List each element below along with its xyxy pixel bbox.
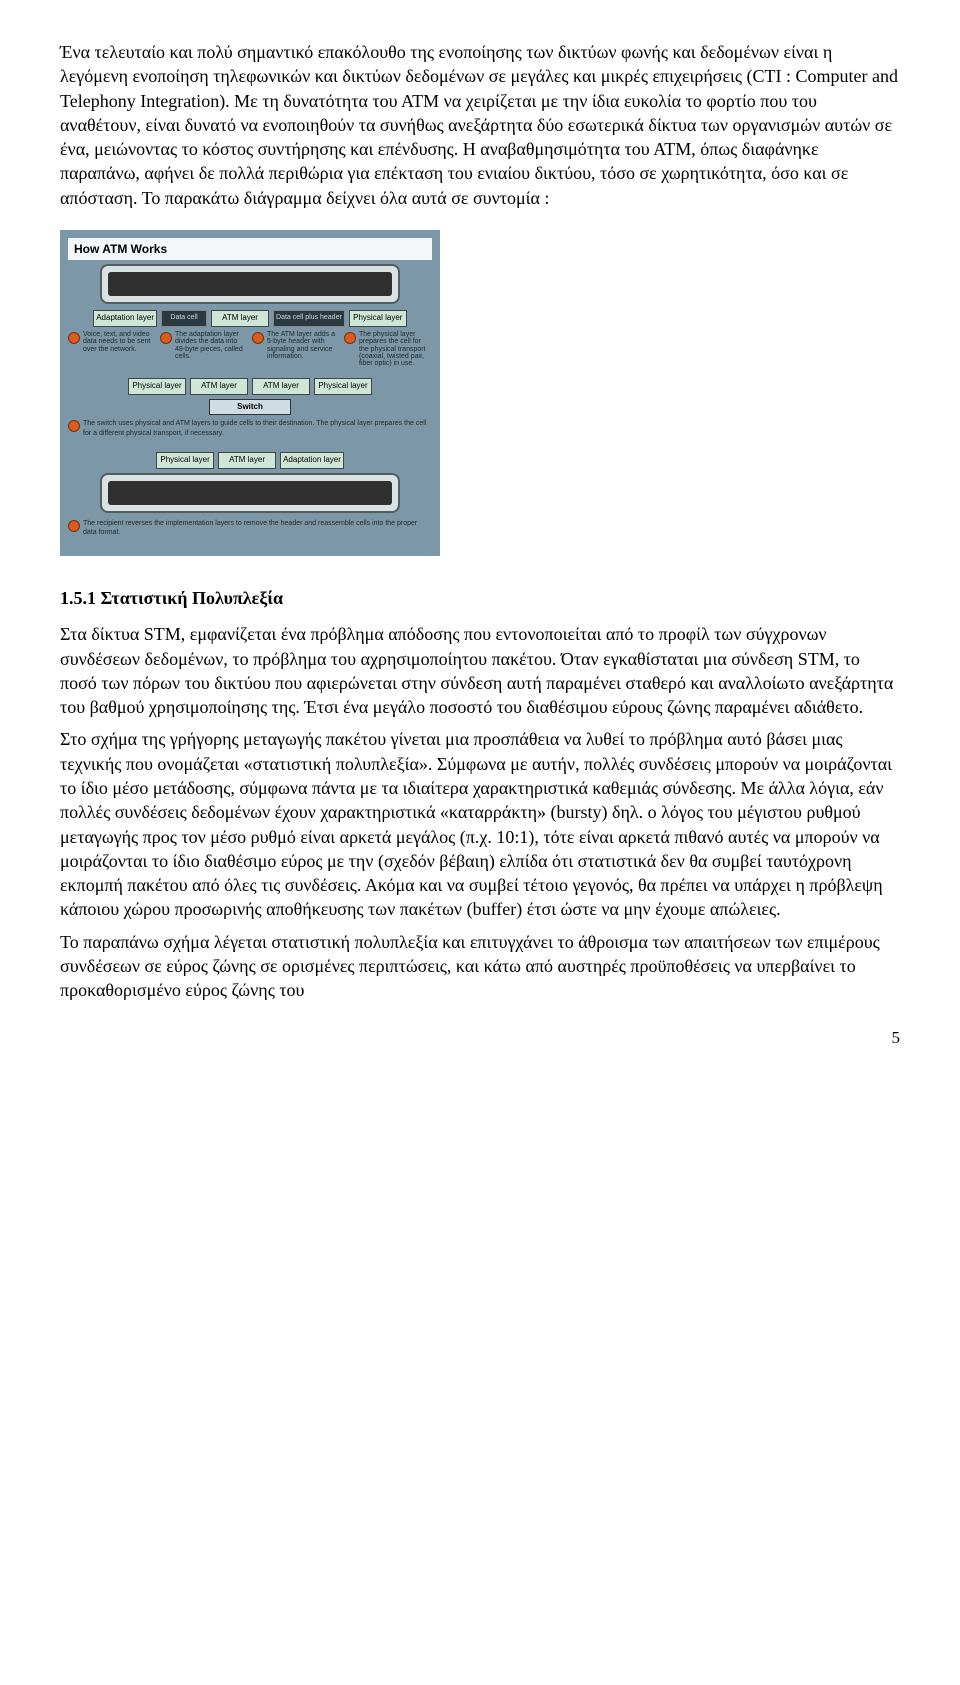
physical-layer-box: Physical layer <box>128 378 186 395</box>
bullet-icon <box>344 332 356 344</box>
bullet-icon <box>68 332 80 344</box>
intro-paragraph: Ένα τελευταίο και πολύ σημαντικό επακόλο… <box>60 40 900 210</box>
bullet-icon <box>252 332 264 344</box>
caption-strip-top: Voice, text, and video data needs to be … <box>68 331 432 368</box>
atm-layer-box: ATM layer <box>211 310 269 327</box>
body-paragraph-2: Στο σχήμα της γρήγορης μεταγωγής πακέτου… <box>60 727 900 921</box>
bullet-icon <box>68 420 80 432</box>
switch-caption: The switch uses physical and ATM layers … <box>68 419 432 438</box>
data-cell-box: Data cell <box>161 310 207 327</box>
physical-layer-box: Physical layer <box>156 452 214 469</box>
bullet-icon <box>68 520 80 532</box>
physical-layer-box: Physical layer <box>314 378 372 395</box>
body-paragraph-1: Στα δίκτυα STM, εμφανίζεται ένα πρόβλημα… <box>60 622 900 719</box>
caption-3: The ATM layer adds a 5-byte header with … <box>267 331 340 368</box>
figure-container: How ATM Works Adaptation layer Data cell… <box>60 230 900 556</box>
atm-layer-box: ATM layer <box>252 378 310 395</box>
data-cell-hdr-box: Data cell plus header <box>273 310 345 327</box>
monitor-top <box>100 264 400 304</box>
layers-row-bottom: Physical layer ATM layer Adaptation laye… <box>68 452 432 469</box>
figure-title: How ATM Works <box>68 238 432 260</box>
atm-figure: How ATM Works Adaptation layer Data cell… <box>60 230 440 556</box>
switch-caption-text: The switch uses physical and ATM layers … <box>83 419 432 438</box>
caption-1: Voice, text, and video data needs to be … <box>83 331 156 368</box>
caption-4: The physical layer prepares the cell for… <box>359 331 432 368</box>
adaptation-layer-box: Adaptation layer <box>280 452 344 469</box>
caption-2: The adaptation layer divides the data in… <box>175 331 248 368</box>
monitor-bottom <box>100 473 400 513</box>
page-number: 5 <box>60 1027 900 1050</box>
section-heading: 1.5.1 Στατιστική Πολυπλεξία <box>60 586 900 610</box>
atm-layer-box: ATM layer <box>190 378 248 395</box>
switch-layer-row: Physical layer ATM layer ATM layer Physi… <box>68 378 432 395</box>
bullet-icon <box>160 332 172 344</box>
body-paragraph-3: Το παραπάνω σχήμα λέγεται στατιστική πολ… <box>60 930 900 1003</box>
layers-row-top: Adaptation layer Data cell ATM layer Dat… <box>68 310 432 327</box>
physical-layer-box: Physical layer <box>349 310 407 327</box>
switch-label: Switch <box>209 399 291 416</box>
adaptation-layer-box: Adaptation layer <box>93 310 157 327</box>
bottom-caption-text: The recipient reverses the implementatio… <box>83 519 432 538</box>
bottom-caption: The recipient reverses the implementatio… <box>68 519 432 538</box>
atm-layer-box: ATM layer <box>218 452 276 469</box>
